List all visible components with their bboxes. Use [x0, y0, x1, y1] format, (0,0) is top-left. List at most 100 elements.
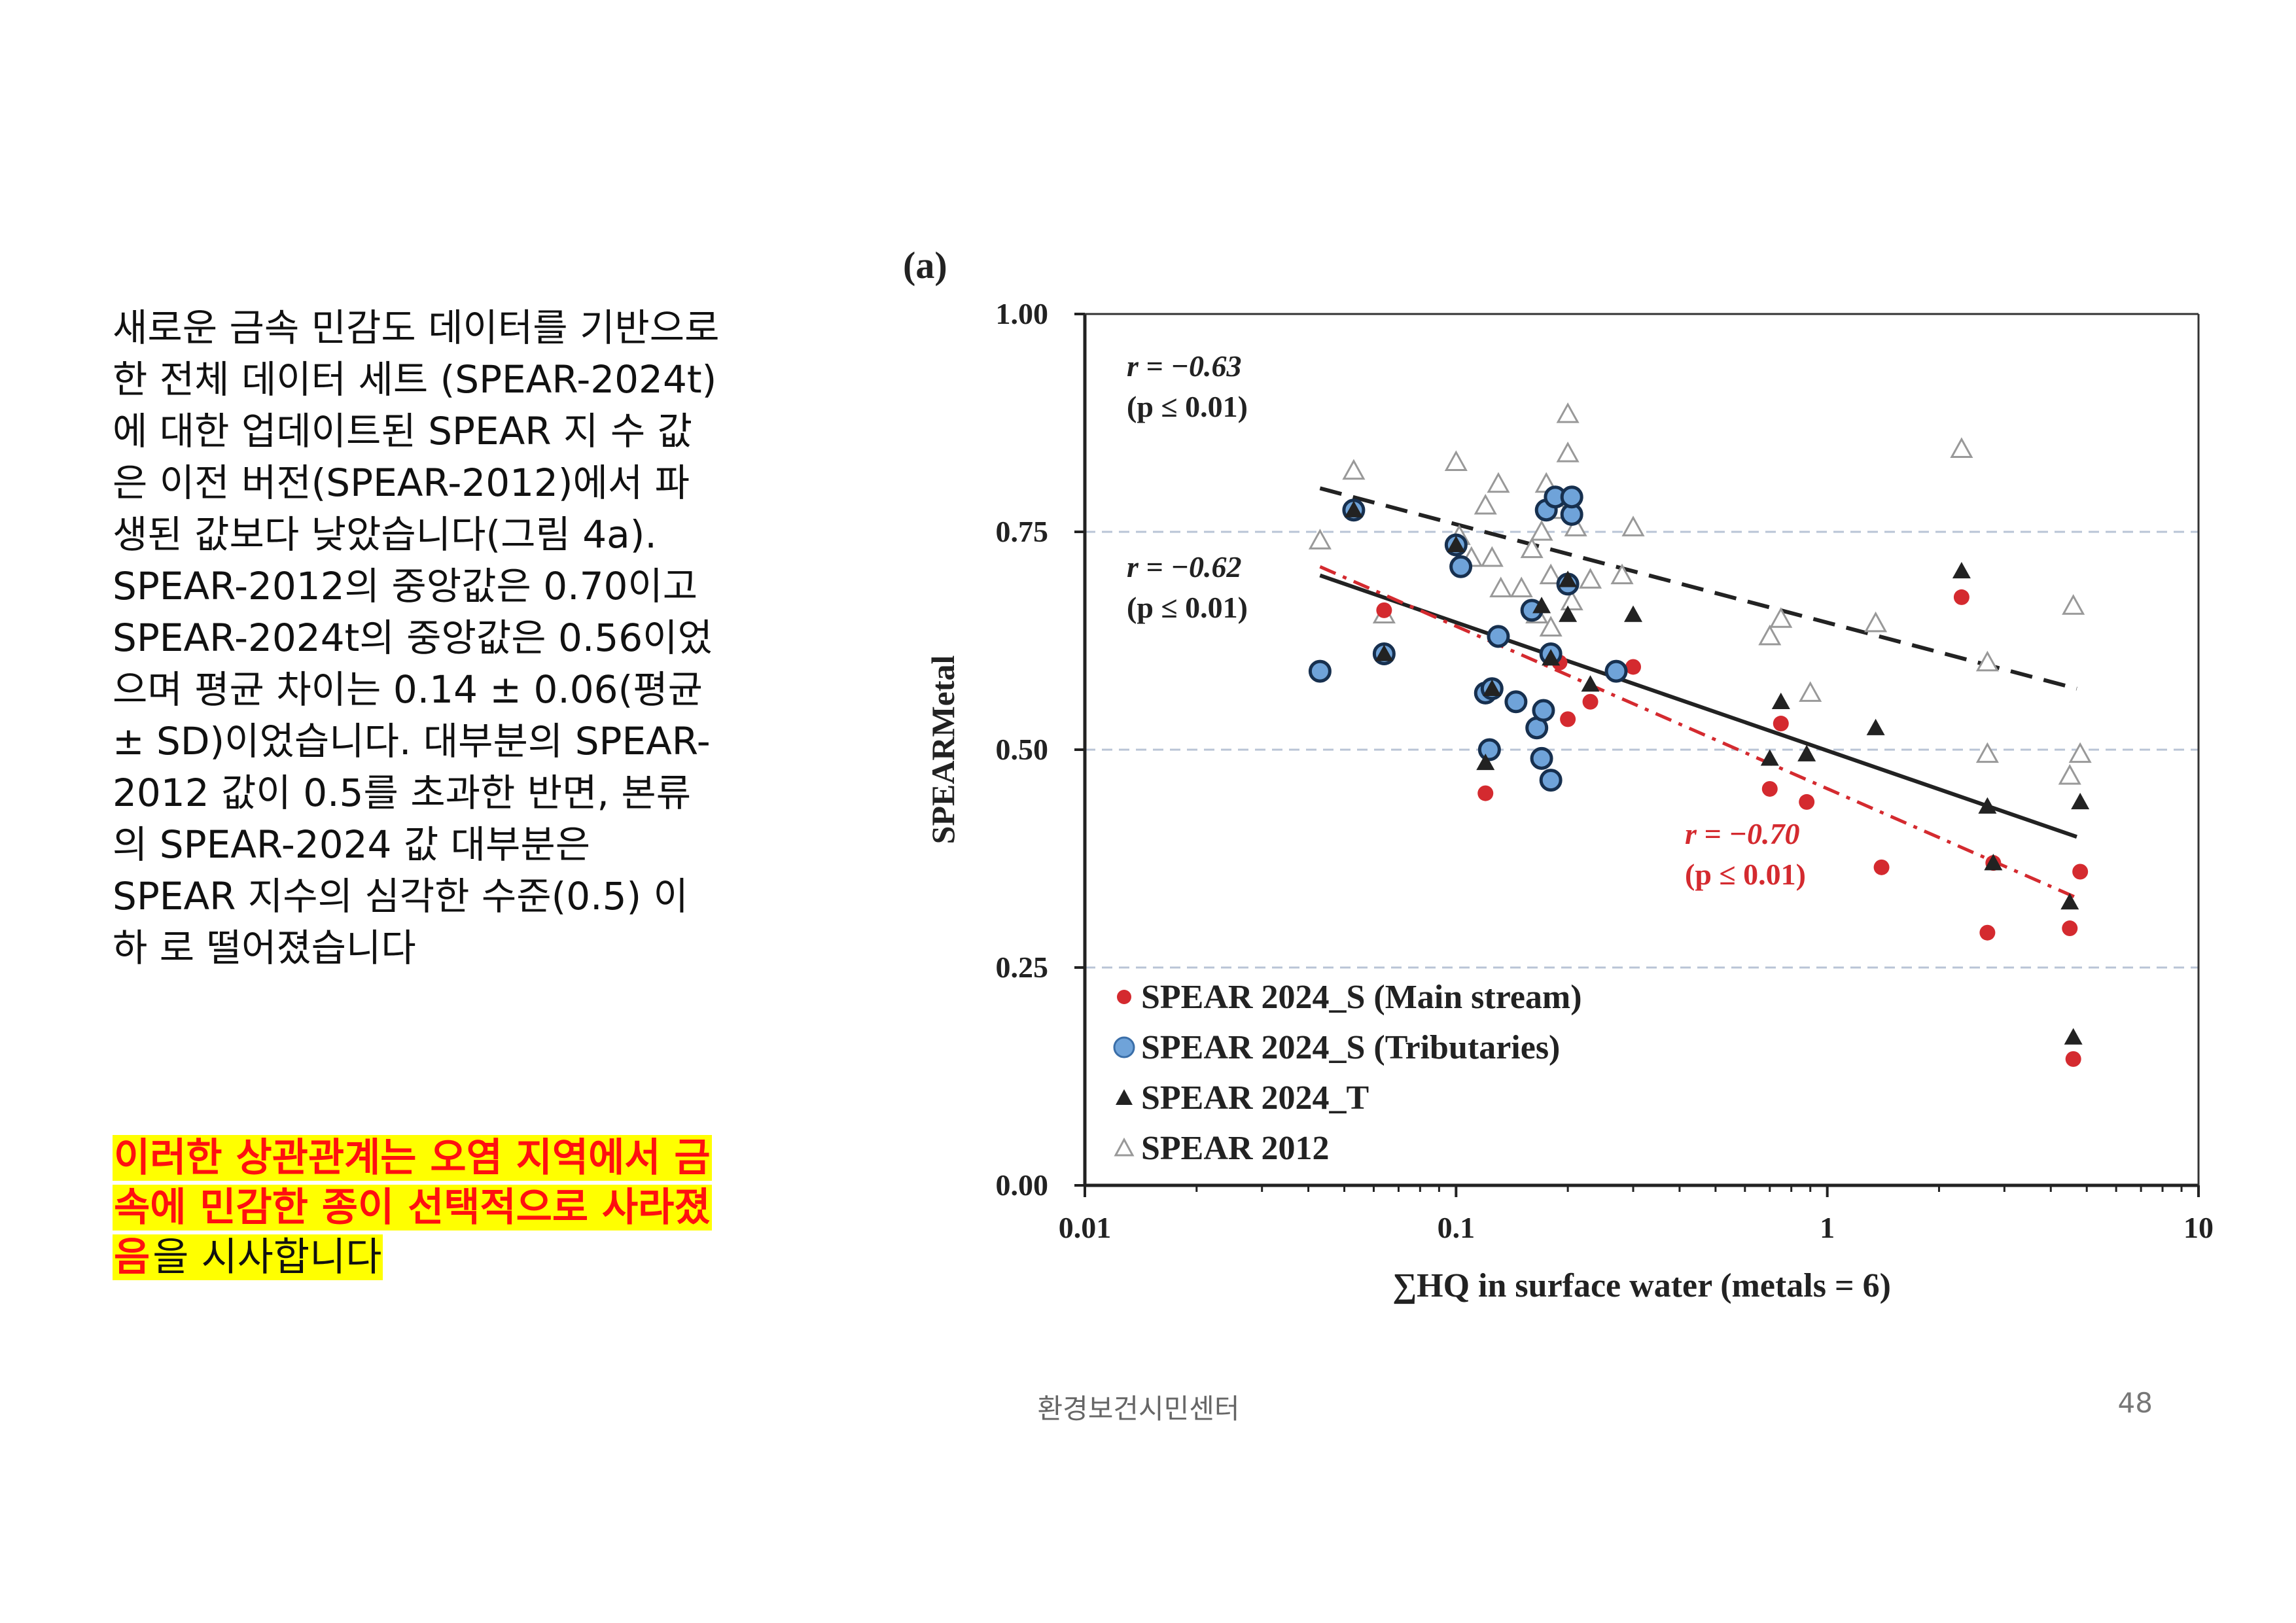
point-2012 — [1950, 437, 1973, 458]
point-main-stream — [1376, 602, 1392, 618]
point-2012 — [1975, 650, 1999, 672]
point-2024-t — [1952, 561, 1971, 579]
point-2012 — [1308, 529, 1332, 550]
y-tick-label: 0.00 — [996, 1168, 1049, 1202]
point-main-stream — [1560, 711, 1576, 727]
x-tick-label: 0.01 — [1059, 1211, 1112, 1244]
legend-marker — [1117, 990, 1131, 1004]
point-main-stream — [1477, 785, 1494, 801]
point-tributary — [1504, 690, 1528, 714]
point-main-stream — [1582, 693, 1598, 710]
p-value-label: (p ≤ 0.01) — [1127, 591, 1248, 624]
trendline — [1319, 565, 2077, 899]
point-tributary — [1560, 485, 1583, 509]
gridlines — [1085, 531, 2199, 969]
point-2012 — [1560, 589, 1583, 611]
point-main-stream — [2065, 1051, 2081, 1067]
page-number: 48 — [2117, 1387, 2153, 1419]
point-tributary — [1530, 746, 1553, 770]
point-2024-t — [1624, 605, 1643, 622]
point-2012 — [1520, 537, 1544, 559]
trendline — [1319, 486, 2077, 691]
axes: 0.00 0.25 0.50 0.75 1.00 0.01 0.1 1 10 ∑HQ in sur… — [903, 244, 2214, 1304]
point-main-stream — [1979, 924, 1996, 941]
point-2012 — [1864, 611, 1888, 633]
body-paragraph: 새로운 금속 민감도 데이터를 기반으로 한 전체 데이터 세트 (SPEAR-… — [113, 302, 721, 974]
point-2024-t — [1760, 749, 1779, 766]
point-2012 — [1539, 616, 1563, 637]
y-tick-label: 0.75 — [996, 515, 1049, 548]
footer-organization: 환경보건시민센터 — [1037, 1393, 1240, 1425]
point-tributary — [1532, 699, 1555, 722]
trendlines — [1319, 486, 2077, 899]
correlation-label: r = −0.62 — [1127, 550, 1242, 584]
point-main-stream — [1873, 859, 1890, 875]
point-tributary — [1477, 738, 1501, 761]
point-2024-t — [2064, 1028, 2083, 1045]
point-tributary — [1308, 659, 1332, 683]
point-2012 — [1769, 607, 1793, 628]
point-main-stream — [1773, 716, 1789, 732]
point-2012 — [1510, 576, 1533, 598]
point-2024-t — [2071, 792, 2090, 810]
point-2012 — [1758, 624, 1782, 646]
point-2024-t — [1978, 797, 1997, 814]
point-2024-t — [1581, 675, 1600, 692]
point-2012 — [2062, 594, 2085, 615]
point-2012 — [1610, 563, 1634, 585]
point-2024-t — [1447, 535, 1466, 553]
point-2024-t — [1559, 570, 1578, 587]
point-2012 — [2068, 742, 2092, 763]
point-2024-t — [1559, 605, 1578, 622]
point-2024-t — [1771, 692, 1790, 709]
y-axis-label: SPEARMetal — [925, 655, 961, 844]
point-tributary — [1604, 659, 1628, 683]
legend-marker — [1113, 1036, 1135, 1058]
point-2024-t — [1542, 649, 1561, 666]
x-tick-label: 1 — [1820, 1211, 1835, 1244]
point-2012 — [1564, 515, 1587, 536]
point-2012 — [1444, 450, 1468, 471]
point-2012 — [1579, 568, 1602, 589]
point-main-stream — [1953, 589, 1969, 605]
panel-label: (a) — [903, 244, 947, 287]
trendline — [1319, 573, 2077, 839]
correlation-label: r = −0.70 — [1685, 817, 1800, 850]
point-2012 — [1474, 493, 1497, 515]
point-tributary — [1487, 625, 1510, 648]
legend: SPEAR 2024_S (Main stream) SPEAR 2024_S (… — [1113, 979, 1582, 1167]
y-tick-label: 1.00 — [996, 297, 1049, 330]
point-2012 — [1342, 459, 1366, 480]
point-2012 — [1975, 742, 1999, 763]
correlation-label: r = −0.63 — [1127, 349, 1242, 383]
point-tributary — [1539, 769, 1563, 792]
point-2012 — [1539, 563, 1563, 585]
point-2012 — [1621, 515, 1645, 536]
point-2012 — [1487, 472, 1510, 493]
point-2024-t — [1984, 854, 2003, 871]
x-axis-label: ∑HQ in surface water (metals = 6) — [1392, 1267, 1891, 1304]
p-value-label: (p ≤ 0.01) — [1685, 858, 1806, 891]
point-2012 — [2058, 763, 2081, 785]
body-text: 새로운 금속 민감도 데이터를 기반으로 한 전체 데이터 세트 (SPEAR-… — [113, 305, 720, 970]
point-2024-t — [1476, 753, 1495, 771]
legend-label: SPEAR 2012 — [1141, 1130, 1329, 1167]
x-tick-label: 10 — [2183, 1211, 2214, 1244]
point-main-stream — [1799, 794, 1815, 810]
point-2024-t — [1797, 744, 1816, 761]
point-main-stream — [1625, 659, 1642, 675]
highlight-tail: 을 시사합니다 — [151, 1234, 383, 1280]
legend-marker — [1116, 1089, 1133, 1105]
point-2012 — [1556, 442, 1580, 462]
annotations: r = −0.63 (p ≤ 0.01) r = −0.62 (p ≤ 0.01) r … — [1127, 349, 1806, 891]
point-2012 — [1480, 546, 1504, 567]
point-main-stream — [2072, 864, 2089, 880]
legend-label: SPEAR 2024_S (Main stream) — [1141, 979, 1582, 1016]
legend-marker — [1114, 1137, 1135, 1157]
y-tick-label: 0.50 — [996, 733, 1049, 766]
point-2012 — [1556, 402, 1580, 423]
highlight-conclusion: 이러한 상관관계는 오염 지역에서 금속에 민감한 종이 선택적으로 사라졌음을… — [113, 1133, 728, 1282]
y-tick-label: 0.25 — [996, 951, 1049, 984]
point-2012 — [1489, 576, 1513, 598]
